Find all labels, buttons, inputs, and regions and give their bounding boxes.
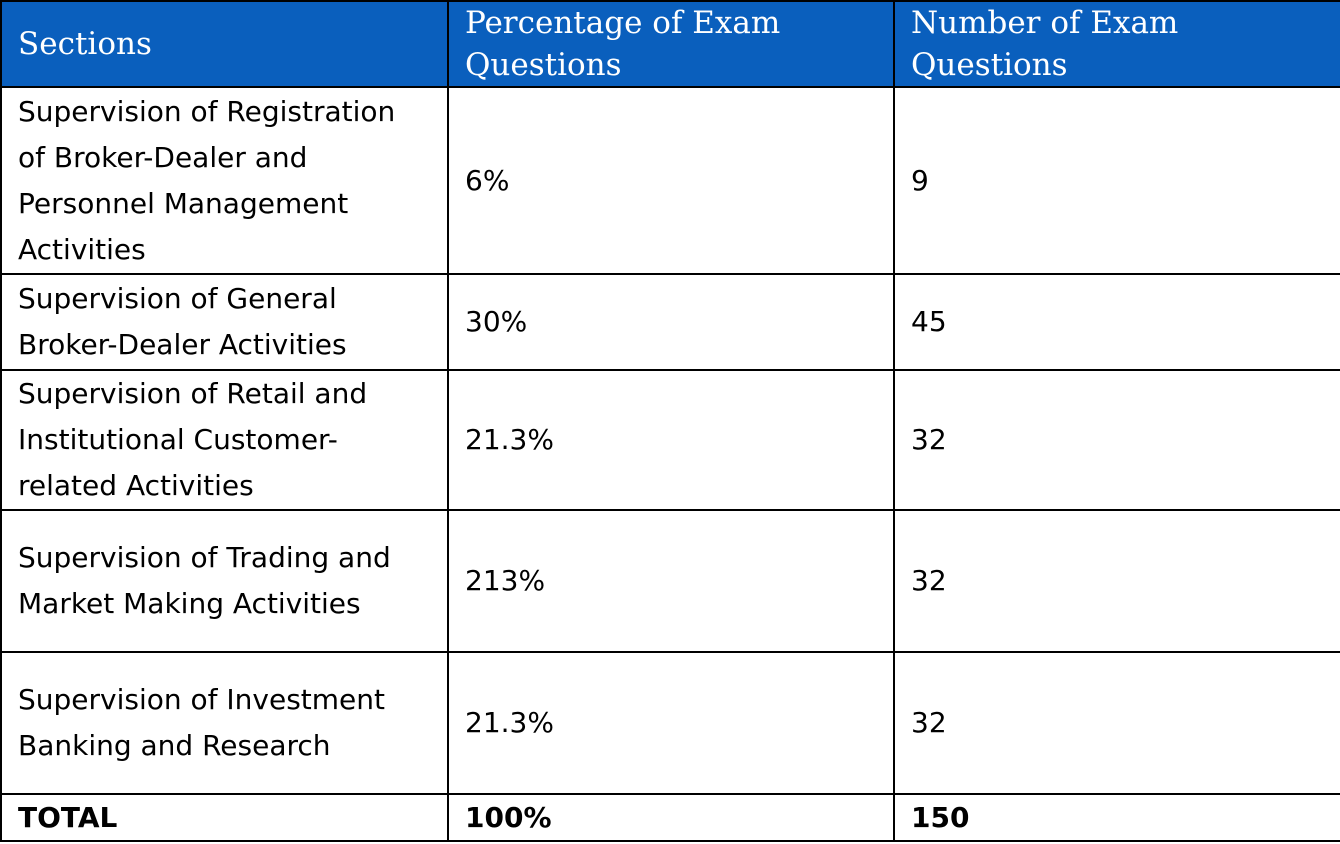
table-cell: Supervision of Retail and Institutional … <box>0 369 449 511</box>
header-cell: Percentage of Exam Questions <box>447 0 895 88</box>
table-row: Supervision of Investment Banking and Re… <box>0 651 1340 795</box>
table-row: Supervision of Trading and Market Making… <box>0 509 1340 653</box>
table-row: Supervision of General Broker-Dealer Act… <box>0 273 1340 371</box>
total-cell: TOTAL <box>0 793 449 842</box>
table-row: Supervision of Registration of Broker-De… <box>0 86 1340 275</box>
header-row: Sections Percentage of Exam Questions Numb… <box>0 0 1340 88</box>
table-cell: 30% <box>447 273 895 371</box>
table-cell: 21.3% <box>447 651 895 795</box>
table-cell: 45 <box>893 273 1340 371</box>
table-cell: Supervision of Investment Banking and Re… <box>0 651 449 795</box>
table-cell: 6% <box>447 86 895 275</box>
table-row: Supervision of Retail and Institutional … <box>0 369 1340 511</box>
table-cell: Supervision of General Broker-Dealer Act… <box>0 273 449 371</box>
table-cell: 9 <box>893 86 1340 275</box>
total-cell: 100% <box>447 793 895 842</box>
table-cell: 32 <box>893 509 1340 653</box>
table-body: Supervision of Registration of Broker-De… <box>0 86 1340 842</box>
header-cell: Sections <box>0 0 449 88</box>
table-cell: 213% <box>447 509 895 653</box>
total-row: TOTAL 100% 150 <box>0 793 1340 842</box>
table-cell: Supervision of Registration of Broker-De… <box>0 86 449 275</box>
table-cell: 32 <box>893 651 1340 795</box>
table-header: Sections Percentage of Exam Questions Numb… <box>0 0 1340 88</box>
header-cell: Number of Exam Questions <box>893 0 1340 88</box>
total-cell: 150 <box>893 793 1340 842</box>
table-cell: 21.3% <box>447 369 895 511</box>
table-cell: 32 <box>893 369 1340 511</box>
table-cell: Supervision of Trading and Market Making… <box>0 509 449 653</box>
